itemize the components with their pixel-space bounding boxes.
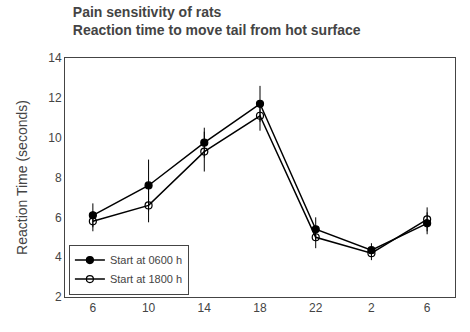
svg-text:8: 8 xyxy=(55,171,62,185)
svg-text:22: 22 xyxy=(309,301,323,315)
svg-text:2: 2 xyxy=(368,301,375,315)
svg-text:6: 6 xyxy=(90,301,97,315)
svg-text:4: 4 xyxy=(55,250,62,264)
svg-text:14: 14 xyxy=(198,301,212,315)
svg-text:2: 2 xyxy=(55,290,62,304)
svg-text:14: 14 xyxy=(48,51,62,65)
svg-text:Reaction Time (seconds): Reaction Time (seconds) xyxy=(14,100,30,255)
svg-text:18: 18 xyxy=(253,301,267,315)
svg-text:12: 12 xyxy=(48,91,62,105)
svg-text:6: 6 xyxy=(55,211,62,225)
svg-text:Pain sensitivity of ratsReacti: Pain sensitivity of ratsReaction time to… xyxy=(73,4,361,38)
svg-text:Start at 1800 h: Start at 1800 h xyxy=(110,273,182,285)
svg-text:6: 6 xyxy=(424,301,431,315)
svg-text:Start at 0600 h: Start at 0600 h xyxy=(110,254,182,266)
svg-text:10: 10 xyxy=(142,301,156,315)
svg-text:10: 10 xyxy=(48,131,62,145)
